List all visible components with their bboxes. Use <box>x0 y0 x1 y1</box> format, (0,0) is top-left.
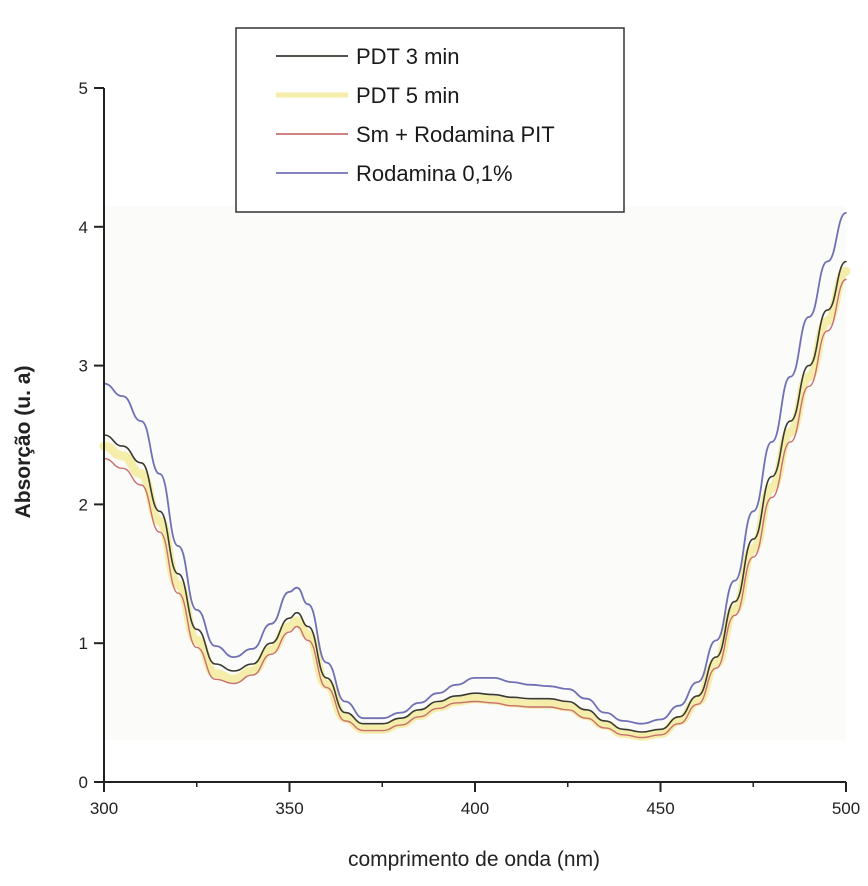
legend-label-sm-rodamina-pit: Sm + Rodamina PIT <box>356 122 555 147</box>
x-tick-label: 500 <box>832 799 860 818</box>
y-tick-label: 3 <box>79 357 88 376</box>
series-line-pdt-5-min <box>99 266 851 741</box>
legend-box <box>235 27 625 213</box>
y-axis-title: Absorção (u. a) <box>12 366 35 519</box>
y-tick-label: 1 <box>79 634 88 653</box>
y-tick-label: 5 <box>79 79 88 98</box>
legend-label-pdt-5-min: PDT 5 min <box>356 83 460 108</box>
y-tick-label: 0 <box>79 773 88 792</box>
x-tick-label: 350 <box>275 799 303 818</box>
plot-background <box>104 205 846 741</box>
series-line-pdt-3-min <box>103 260 847 733</box>
legend-entries: PDT 3 min PDT 5 min Sm + Rodamina PIT Rodam… <box>276 44 555 186</box>
y-tick-label: 4 <box>79 218 88 237</box>
series-line-rodamina-0-1 <box>103 212 847 725</box>
x-axis-title: comprimento de onda (nm) <box>348 848 600 871</box>
legend-label-rodamina-0-1: Rodamina 0,1% <box>356 161 513 186</box>
x-tick-label: 450 <box>646 799 674 818</box>
series-layer <box>99 212 851 741</box>
x-tick-label: 300 <box>90 799 118 818</box>
plot-area <box>104 205 846 741</box>
legend: PDT 3 min PDT 5 min Sm + Rodamina PIT Rodam… <box>235 27 625 213</box>
legend-label-pdt-3-min: PDT 3 min <box>356 44 460 69</box>
series-line-sm-rodamina-pit <box>103 278 847 739</box>
y-tick-label: 2 <box>79 495 88 514</box>
ticks: 0 1 2 3 4 5 300 350 400 450 500 <box>79 79 861 818</box>
x-tick-label: 400 <box>461 799 489 818</box>
